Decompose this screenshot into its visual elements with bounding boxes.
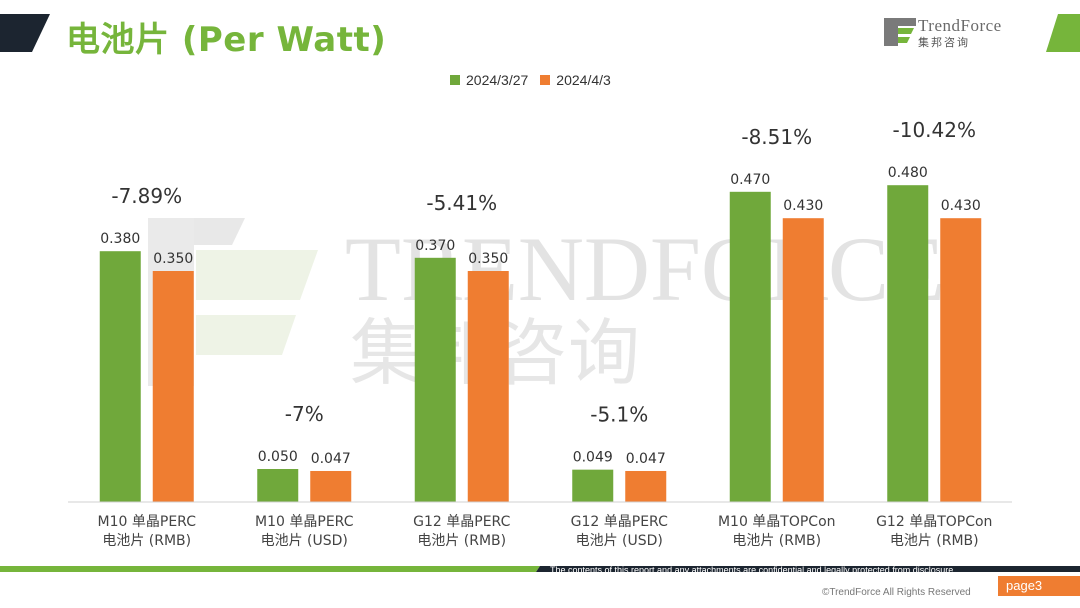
legend-item-series-1: 2024/3/27 — [450, 72, 528, 88]
bar-green — [257, 469, 299, 502]
legend-swatch-green — [450, 75, 460, 85]
category-label: G12 单晶TOPCon — [876, 514, 992, 530]
category-label: 电池片 (RMB) — [890, 533, 979, 549]
bar-green — [887, 185, 929, 502]
bar-orange — [782, 218, 824, 502]
category-label: G12 单晶PERC — [571, 514, 668, 530]
category-label: G12 单晶PERC — [413, 514, 510, 530]
footer-stripes — [0, 566, 1080, 572]
legend-item-series-2: 2024/4/3 — [540, 72, 611, 88]
bar-orange — [152, 271, 194, 502]
data-label: 0.047 — [311, 451, 351, 467]
trendforce-logo-icon — [884, 18, 916, 46]
data-label: 0.049 — [573, 450, 613, 466]
bar-green — [729, 191, 771, 503]
corner-decor-right — [1046, 14, 1080, 52]
category-label: M10 单晶TOPCon — [718, 514, 836, 530]
legend-label: 2024/3/27 — [466, 72, 529, 88]
legend-swatch-orange — [540, 75, 551, 85]
change-label: -7.89% — [111, 184, 182, 208]
data-label: 0.350 — [153, 251, 193, 267]
category-label: 电池片 (RMB) — [102, 533, 191, 549]
data-label: 0.430 — [941, 198, 981, 214]
change-label: -7% — [285, 402, 324, 426]
confidential-note: The contents of this report and any atta… — [550, 565, 956, 575]
corner-decor-left — [0, 14, 50, 52]
category-label: 电池片 (RMB) — [732, 533, 821, 549]
data-label: 0.050 — [258, 449, 298, 465]
data-label: 0.430 — [783, 198, 823, 214]
change-label: -5.1% — [590, 403, 648, 427]
bar-green — [414, 257, 456, 502]
bar-green — [572, 469, 614, 502]
copyright: ©TrendForce All Rights Reserved — [822, 587, 971, 598]
data-label: 0.480 — [888, 165, 928, 181]
data-label: 0.380 — [100, 231, 140, 247]
category-label: M10 单晶PERC — [255, 514, 354, 530]
category-label: 电池片 (USD) — [576, 533, 663, 549]
data-label: 0.470 — [730, 172, 770, 188]
data-label: 0.350 — [468, 251, 508, 267]
bar-orange — [940, 218, 982, 502]
change-label: -8.51% — [741, 125, 812, 149]
legend-label: 2024/4/3 — [556, 72, 611, 88]
page-number-badge: page3 — [998, 576, 1080, 596]
bar-green — [99, 251, 141, 502]
data-label: 0.370 — [415, 238, 455, 254]
bar-orange — [467, 271, 509, 502]
data-label: 0.047 — [626, 451, 666, 467]
chart-legend: 2024/3/27 2024/4/3 — [450, 72, 611, 88]
change-label: -10.42% — [893, 118, 976, 142]
page-title: 电池片 (Per Watt) — [66, 20, 387, 60]
change-label: -5.41% — [426, 191, 497, 215]
category-label: 电池片 (RMB) — [417, 533, 506, 549]
brand-name: TrendForce — [918, 16, 1002, 35]
bar-orange — [310, 470, 352, 502]
category-label: M10 单晶PERC — [98, 514, 197, 530]
watermark: TRENDFORCE 集邦咨询 — [148, 218, 945, 395]
category-label: 电池片 (USD) — [261, 533, 348, 549]
bar-orange — [625, 470, 667, 502]
brand-name-cn: 集邦咨询 — [918, 36, 970, 49]
